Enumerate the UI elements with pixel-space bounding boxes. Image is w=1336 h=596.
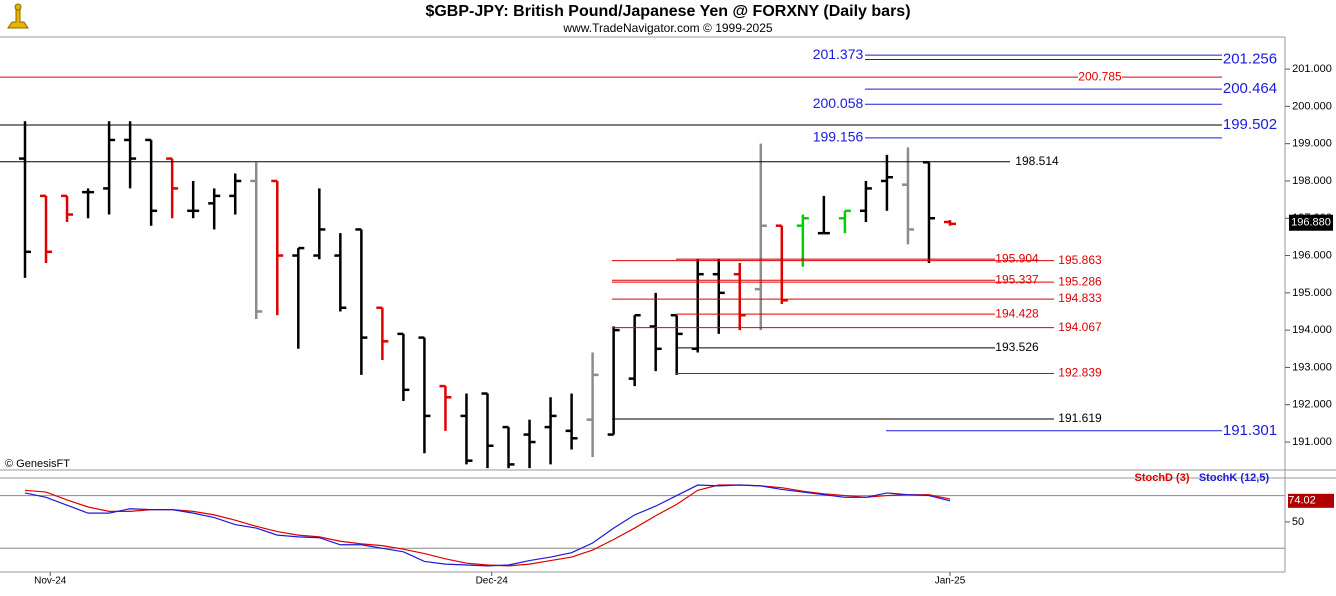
level-label: 200.785 [1078, 69, 1122, 83]
chart-title: $GBP-JPY: British Pound/Japanese Yen @ F… [425, 3, 910, 20]
level-label-bg [995, 252, 1039, 267]
level-label: 201.373 [813, 46, 864, 62]
x-tick-label: Jan-25 [935, 576, 966, 587]
level-label: 194.067 [1058, 320, 1102, 334]
last-price-label: 196.880 [1291, 217, 1331, 229]
y-tick-label: 194.000 [1292, 324, 1332, 336]
x-tick-label: Nov-24 [34, 576, 67, 587]
y-tick-label: 50 [1292, 516, 1304, 528]
level-label-bg [1058, 320, 1102, 335]
level-label: 198.514 [1015, 154, 1059, 168]
level-label: 201.256 [1223, 50, 1277, 67]
level-label-bg [1058, 253, 1102, 268]
level-label-bg [995, 340, 1039, 355]
level-label-bg [1225, 82, 1275, 97]
level-label-bg [813, 130, 863, 145]
y-tick-label: 193.000 [1292, 361, 1332, 373]
level-label: 199.156 [813, 129, 864, 145]
level-label-bg [1078, 70, 1122, 85]
level-label-bg [995, 307, 1039, 322]
x-tick-label: Dec-24 [476, 576, 509, 587]
y-tick-label: 191.000 [1292, 436, 1332, 448]
stoch-line [24, 484, 951, 567]
level-label: 200.464 [1223, 80, 1277, 97]
level-label-bg [1225, 117, 1275, 132]
y-tick-label: 196.000 [1292, 249, 1332, 261]
level-label: 191.619 [1058, 411, 1102, 425]
last-price-box [1289, 214, 1333, 231]
level-label: 195.337 [995, 272, 1039, 286]
stoch-value-label: 74.02 [1288, 495, 1316, 507]
legend-entry: StochK (12,5) [1199, 472, 1270, 484]
level-label-bg [1015, 154, 1059, 169]
level-label: 193.526 [995, 340, 1039, 354]
y-tick-label: 201.000 [1292, 63, 1332, 75]
y-tick-label: 192.000 [1292, 399, 1332, 411]
stoch-value-box [1288, 493, 1334, 508]
level-label: 195.863 [1058, 253, 1102, 267]
level-label: 200.058 [813, 95, 864, 111]
y-tick-label: 195.000 [1292, 287, 1332, 299]
level-label: 191.301 [1223, 422, 1277, 439]
chart-subtitle: www.TradeNavigator.com © 1999-2025 [562, 21, 772, 35]
logo [7, 3, 29, 29]
level-label: 199.502 [1223, 116, 1277, 133]
y-tick-label: 200.000 [1292, 100, 1332, 112]
y-tick-label: 199.000 [1292, 138, 1332, 150]
level-label-bg [1058, 275, 1102, 290]
level-label-bg [1058, 411, 1102, 426]
y-tick-label: 198.000 [1292, 175, 1332, 187]
level-label: 195.904 [995, 251, 1039, 265]
level-label: 194.428 [995, 306, 1039, 320]
level-label: 194.833 [1058, 291, 1102, 305]
level-label-bg [1225, 52, 1275, 67]
level-label: 192.839 [1058, 366, 1102, 380]
level-label: 195.286 [1058, 274, 1102, 288]
level-label-bg [1058, 292, 1102, 307]
level-label-bg [813, 48, 863, 63]
credit: © GenesisFT [5, 458, 70, 470]
level-label-bg [995, 273, 1039, 288]
level-label-bg [1225, 423, 1275, 438]
level-label-bg [813, 97, 863, 112]
level-label-bg [1058, 366, 1102, 381]
legend-entry: StochD (3) [1135, 472, 1190, 484]
